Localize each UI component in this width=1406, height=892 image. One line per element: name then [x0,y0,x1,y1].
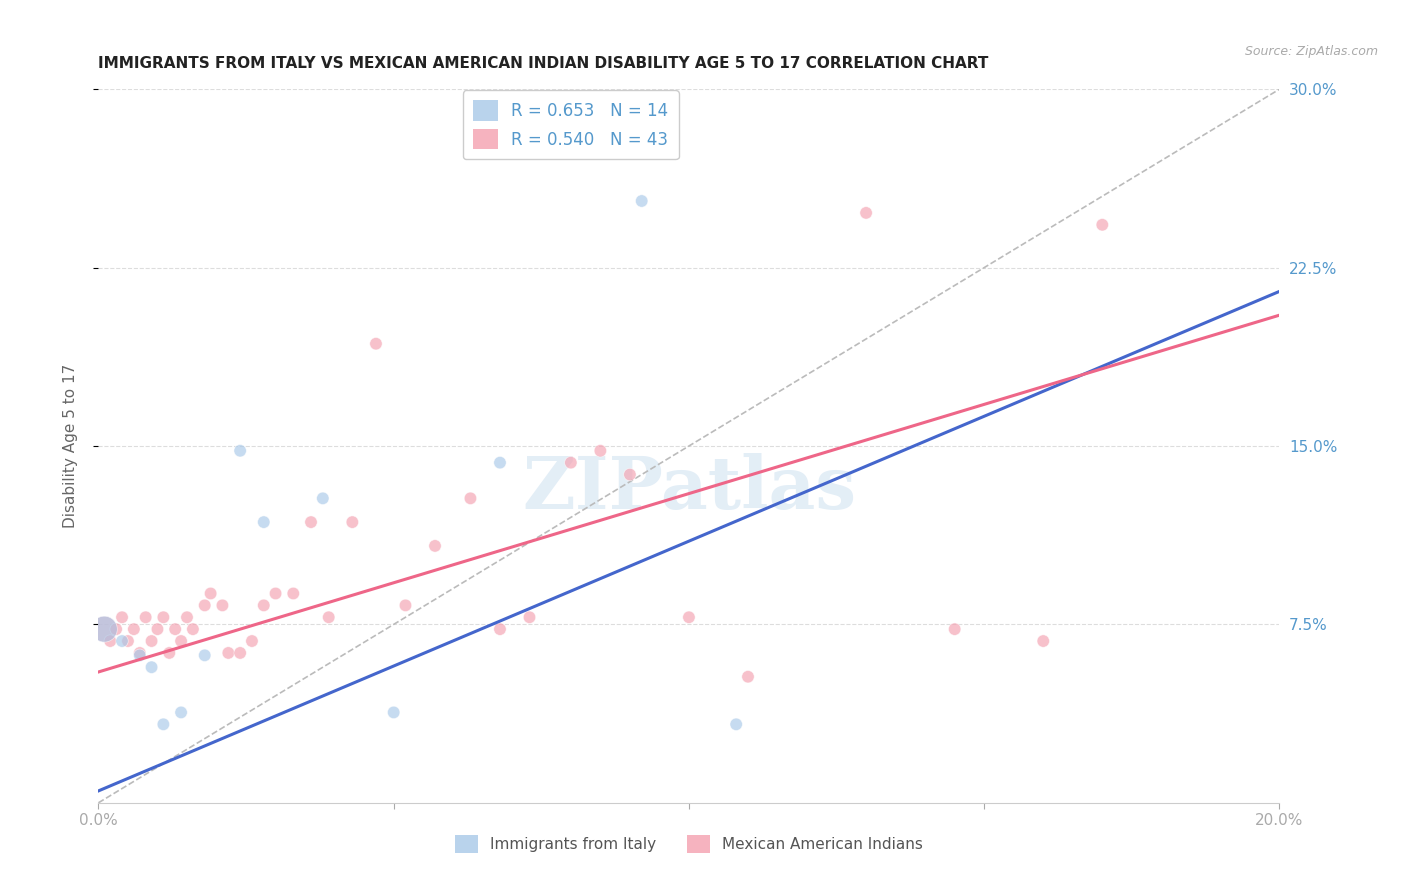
Point [943,622,966,636]
Point [229,443,252,458]
Point [194,599,217,613]
Point [264,586,287,600]
Point [211,599,233,613]
Point [423,539,446,553]
Point [200,586,222,600]
Point [394,599,416,613]
Point [93,622,115,636]
Y-axis label: Disability Age 5 to 17: Disability Age 5 to 17 [63,364,77,528]
Point [240,634,263,648]
Point [135,610,157,624]
Point [93,622,115,636]
Point [364,336,387,351]
Point [170,706,193,720]
Point [181,622,204,636]
Legend: Immigrants from Italy, Mexican American Indians: Immigrants from Italy, Mexican American … [449,829,929,859]
Point [342,515,364,529]
Point [312,491,335,506]
Point [128,648,150,663]
Point [630,194,652,208]
Text: ZIPatlas: ZIPatlas [522,453,856,524]
Point [489,456,512,470]
Point [111,634,134,648]
Point [460,491,482,506]
Point [141,660,163,674]
Point [519,610,541,624]
Point [170,634,193,648]
Point [318,610,340,624]
Point [299,515,322,529]
Point [141,634,163,648]
Point [157,646,180,660]
Point [122,622,145,636]
Point [855,206,877,220]
Point [1091,218,1114,232]
Point [152,717,174,731]
Point [217,646,239,660]
Point [1032,634,1054,648]
Point [98,634,121,648]
Point [283,586,305,600]
Point [105,622,128,636]
Point [678,610,700,624]
Point [560,456,582,470]
Point [253,515,276,529]
Point [146,622,169,636]
Point [194,648,217,663]
Point [165,622,187,636]
Text: IMMIGRANTS FROM ITALY VS MEXICAN AMERICAN INDIAN DISABILITY AGE 5 TO 17 CORRELAT: IMMIGRANTS FROM ITALY VS MEXICAN AMERICA… [98,56,988,71]
Point [229,646,252,660]
Point [382,706,405,720]
Text: Source: ZipAtlas.com: Source: ZipAtlas.com [1244,45,1378,58]
Point [489,622,512,636]
Point [253,599,276,613]
Point [589,443,612,458]
Point [152,610,174,624]
Point [619,467,641,482]
Point [128,646,150,660]
Point [725,717,748,731]
Point [117,634,139,648]
Point [176,610,198,624]
Point [111,610,134,624]
Point [737,670,759,684]
